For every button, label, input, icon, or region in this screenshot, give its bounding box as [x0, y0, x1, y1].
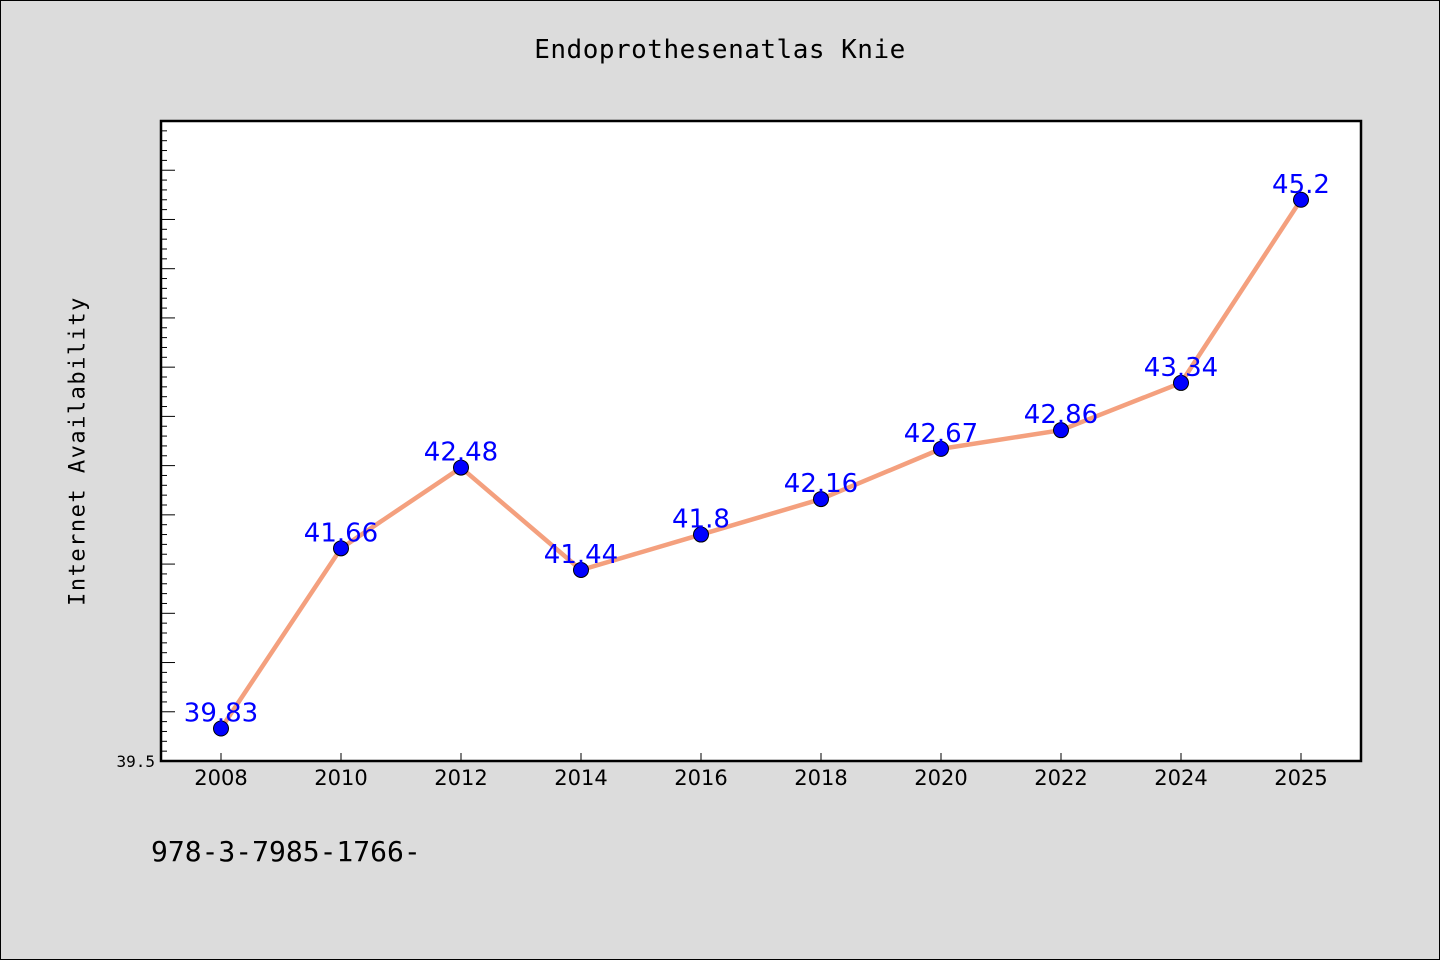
data-point	[573, 561, 589, 578]
data-label: 39.83	[184, 699, 258, 729]
x-tick-label: 2025	[1274, 766, 1327, 790]
data-label: 42.67	[904, 419, 978, 449]
x-tick-label: 2010	[314, 766, 367, 790]
data-point	[693, 526, 709, 543]
data-label: 45.2	[1272, 170, 1330, 200]
x-tick-label: 2012	[434, 766, 487, 790]
data-point	[1053, 422, 1069, 439]
series-line	[218, 197, 1304, 731]
x-tick-label: 2020	[914, 766, 967, 790]
footnote-isbn: 978-3-7985-1766-	[151, 835, 421, 868]
plot-area	[161, 121, 1361, 761]
x-tick-label: 2014	[554, 766, 607, 790]
data-label: 42.16	[784, 469, 858, 499]
data-point	[813, 491, 829, 508]
data-point	[1293, 191, 1309, 208]
x-tick-label: 2024	[1154, 766, 1207, 790]
data-point	[933, 440, 949, 457]
data-label: 41.66	[304, 518, 378, 548]
data-label: 42.86	[1024, 400, 1098, 430]
x-tick-label: 2008	[194, 766, 247, 790]
data-point	[213, 720, 229, 737]
data-label: 41.8	[672, 505, 730, 535]
x-tick-label: 2022	[1034, 766, 1087, 790]
data-point	[453, 459, 469, 476]
x-tick-label: 2018	[794, 766, 847, 790]
x-tick-label: 2016	[674, 766, 727, 790]
chart-title: Endoprothesenatlas Knie	[534, 35, 906, 65]
data-label: 41.44	[544, 540, 618, 570]
data-point	[333, 540, 349, 557]
y-tick-label: 39.5	[116, 752, 155, 771]
data-label: 42.48	[424, 438, 498, 468]
data-label: 43.34	[1144, 353, 1218, 383]
plot-frame	[159, 119, 1363, 763]
data-point	[1173, 374, 1189, 391]
